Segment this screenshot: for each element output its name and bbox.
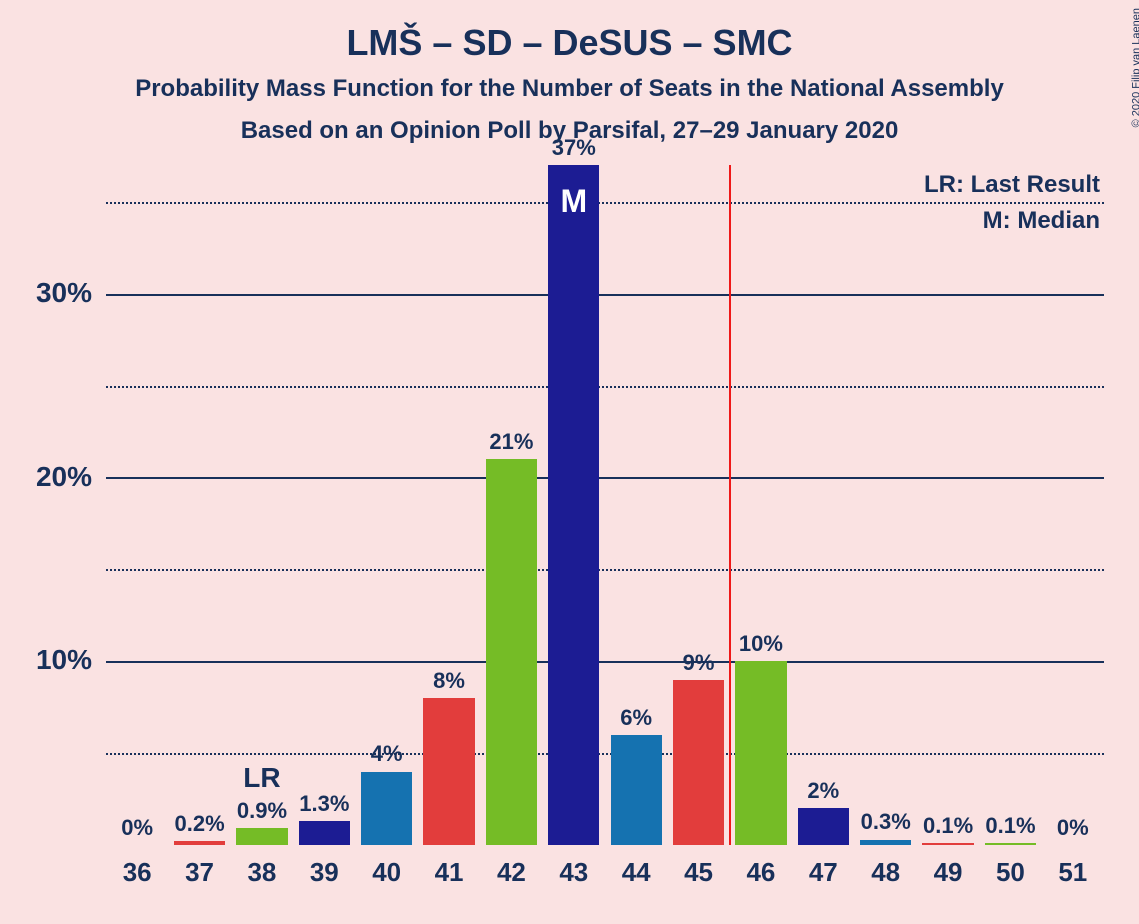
gridline-major <box>106 294 1104 296</box>
x-axis-label: 44 <box>605 857 667 888</box>
x-axis-label: 43 <box>543 857 605 888</box>
median-label: M <box>543 183 605 220</box>
bar <box>299 821 350 845</box>
bar-value-label: 21% <box>480 429 542 455</box>
bar-value-label: 6% <box>605 705 667 731</box>
bar <box>611 735 662 845</box>
chart-title: LMŠ – SD – DeSUS – SMC <box>0 22 1139 64</box>
gridline-minor <box>106 202 1104 204</box>
bar <box>985 843 1036 845</box>
bar-value-label: 37% <box>543 135 605 161</box>
bar-value-label: 0.9% <box>231 798 293 824</box>
legend-median: M: Median <box>983 207 1100 235</box>
bar-value-label: 0% <box>1042 815 1104 841</box>
gridline-minor <box>106 569 1104 571</box>
x-axis-label: 42 <box>480 857 542 888</box>
bar-value-label: 0% <box>106 815 168 841</box>
gridline-minor <box>106 386 1104 388</box>
x-axis-label: 51 <box>1042 857 1104 888</box>
bar-value-label: 1.3% <box>293 791 355 817</box>
bar <box>673 680 724 845</box>
last-result-label: LR <box>231 762 293 794</box>
bar <box>922 843 973 845</box>
copyright-text: © 2020 Filip van Laenen <box>1130 8 1139 127</box>
x-axis-label: 50 <box>979 857 1041 888</box>
bar <box>548 165 599 845</box>
gridline-minor <box>106 753 1104 755</box>
plot-area: 10%20%30%0%360.2%370.9%LR381.3%394%408%4… <box>106 165 1104 845</box>
y-axis-label: 10% <box>12 644 92 676</box>
bar-value-label: 0.3% <box>855 809 917 835</box>
bar-value-label: 9% <box>667 650 729 676</box>
bar-value-label: 2% <box>792 778 854 804</box>
x-axis-label: 47 <box>792 857 854 888</box>
threshold-line <box>729 165 731 845</box>
x-axis-label: 41 <box>418 857 480 888</box>
bar <box>174 841 225 845</box>
x-axis-label: 48 <box>855 857 917 888</box>
x-axis-label: 37 <box>168 857 230 888</box>
x-axis-label: 39 <box>293 857 355 888</box>
bar-value-label: 0.1% <box>917 813 979 839</box>
y-axis-label: 20% <box>12 461 92 493</box>
bar-value-label: 8% <box>418 668 480 694</box>
x-axis-label: 46 <box>730 857 792 888</box>
bar <box>735 661 786 845</box>
legend-last-result: LR: Last Result <box>924 171 1100 199</box>
bar <box>423 698 474 845</box>
chart-canvas: LMŠ – SD – DeSUS – SMC Probability Mass … <box>0 0 1139 924</box>
bar-value-label: 4% <box>356 741 418 767</box>
x-axis-label: 40 <box>356 857 418 888</box>
gridline-major <box>106 477 1104 479</box>
bar <box>798 808 849 845</box>
gridline-major <box>106 661 1104 663</box>
bar <box>860 840 911 846</box>
bar-value-label: 10% <box>730 631 792 657</box>
bar-value-label: 0.2% <box>168 811 230 837</box>
x-axis-label: 49 <box>917 857 979 888</box>
chart-subtitle-1: Probability Mass Function for the Number… <box>0 75 1139 103</box>
bar <box>361 772 412 846</box>
bar <box>236 828 287 845</box>
bar-value-label: 0.1% <box>979 813 1041 839</box>
y-axis-label: 30% <box>12 277 92 309</box>
x-axis-label: 36 <box>106 857 168 888</box>
x-axis-label: 45 <box>667 857 729 888</box>
bar <box>486 459 537 845</box>
x-axis-label: 38 <box>231 857 293 888</box>
